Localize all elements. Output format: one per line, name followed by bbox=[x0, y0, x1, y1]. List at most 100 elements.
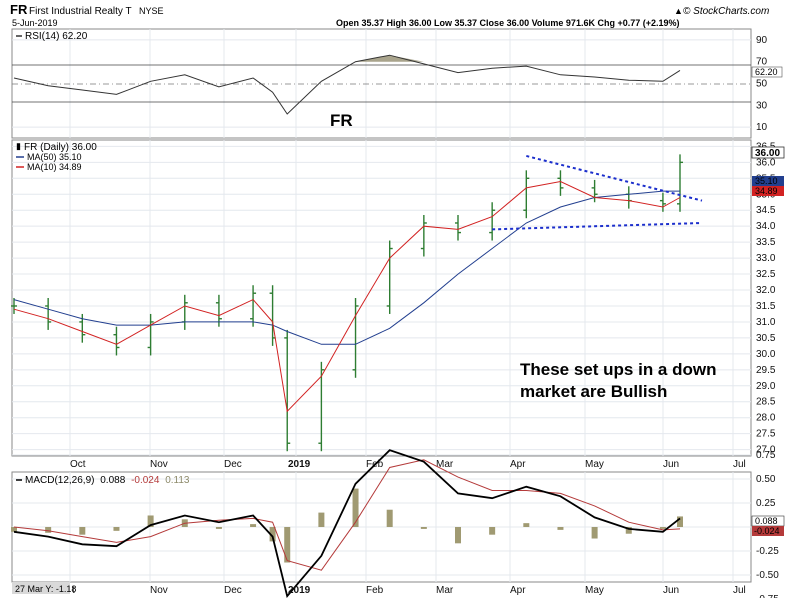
symbol-annotation: FR bbox=[330, 111, 353, 130]
macd-label: MACD(12,26,9) 0.088 -0.024 0.113 bbox=[25, 475, 190, 486]
rsi-tick-label: 30 bbox=[756, 100, 768, 111]
lower-trendline bbox=[492, 221, 703, 231]
price-bar bbox=[677, 154, 683, 212]
price-bar bbox=[284, 329, 291, 452]
macd-hist-bar bbox=[113, 527, 120, 531]
price-tick-label: 34.0 bbox=[756, 221, 776, 232]
quote-summary: Open 35.37 High 36.00 Low 35.37 Close 36… bbox=[336, 18, 680, 28]
macd-label-prefix: MACD(12,26,9) bbox=[25, 475, 94, 486]
macd-hist-bar bbox=[591, 527, 598, 539]
upper-trendline bbox=[526, 154, 703, 202]
price-bar bbox=[455, 215, 461, 241]
price-label: FR (Daily) 36.00 bbox=[24, 142, 97, 153]
up-arrow-icon: ▲ bbox=[674, 6, 683, 16]
macd-tick-label: 0.75 bbox=[756, 450, 776, 461]
last-price-badge: 36.00 bbox=[755, 148, 780, 159]
bottom-month-label-dec: Dec bbox=[224, 585, 242, 596]
price-bar bbox=[250, 285, 257, 327]
month-label-oct: Oct bbox=[70, 459, 86, 470]
macd-label-hist: 0.113 bbox=[165, 475, 190, 486]
macd-hist-bar bbox=[386, 509, 393, 527]
price-bar bbox=[557, 170, 564, 196]
rsi-tick-label: 10 bbox=[756, 122, 768, 133]
month-label-nov: Nov bbox=[150, 459, 168, 470]
bottom-month-label-2019: 2019 bbox=[288, 585, 311, 596]
rsi-line bbox=[13, 54, 681, 115]
price-tick-label: 30.0 bbox=[756, 349, 776, 360]
macd-tick-label: 0.50 bbox=[756, 474, 776, 485]
price-tick-label: 27.5 bbox=[756, 429, 776, 440]
month-label-jun: Jun bbox=[663, 459, 679, 470]
macd-histogram bbox=[11, 488, 683, 563]
rsi-value-badge-box bbox=[751, 66, 783, 78]
macd-hist-bar bbox=[79, 527, 86, 535]
macd-hist-bar bbox=[659, 527, 666, 529]
macd-hist-bar bbox=[352, 488, 359, 527]
price-tick-label: 30.5 bbox=[756, 333, 776, 344]
ma50-line bbox=[13, 190, 680, 345]
month-label-2019: 2019 bbox=[288, 459, 311, 470]
price-tick-label: 32.5 bbox=[756, 269, 776, 280]
price-bar bbox=[489, 202, 496, 241]
price-tick-label: 36.0 bbox=[756, 157, 776, 168]
macd-hist-bar bbox=[420, 527, 427, 529]
bottom-month-label-fragment: t bbox=[72, 585, 75, 596]
ma10-badge-box bbox=[752, 186, 784, 196]
price-bar bbox=[11, 298, 17, 314]
signal-badge-box bbox=[752, 526, 784, 536]
price-bar bbox=[659, 192, 666, 212]
macd-hist-bar bbox=[147, 515, 154, 527]
macd-tick-label: -0.50 bbox=[756, 570, 779, 581]
price-tick-label: 27.0 bbox=[756, 445, 776, 456]
macd-hist-bar bbox=[45, 527, 52, 533]
price-bar bbox=[420, 215, 427, 257]
price-legend-icon: ▮ bbox=[16, 141, 21, 151]
macd-label-signal: -0.024 bbox=[131, 475, 160, 486]
price-bar bbox=[113, 326, 120, 356]
price-bar bbox=[45, 298, 52, 330]
macd-hist-bar bbox=[489, 527, 496, 535]
footer-box bbox=[12, 582, 70, 594]
signal-badge: -0.024 bbox=[754, 526, 780, 536]
macd-hist-bar bbox=[11, 527, 17, 532]
macd-tick-label: 0.25 bbox=[756, 498, 776, 509]
price-bar bbox=[523, 170, 530, 219]
bottom-month-label-jul: Jul bbox=[733, 585, 746, 596]
macd-badge: 0.088 bbox=[755, 516, 778, 526]
macd-hist-bar bbox=[318, 512, 325, 527]
macd-hist-bar bbox=[625, 527, 632, 534]
ticker-symbol: FR bbox=[10, 2, 28, 17]
rsi-tick-label: 70 bbox=[756, 57, 768, 68]
ma10-badge: 34.89 bbox=[755, 186, 778, 196]
bottom-month-label-apr: Apr bbox=[510, 585, 526, 596]
bottom-month-label-mar: Mar bbox=[436, 585, 454, 596]
chart-date: 5-Jun-2019 bbox=[12, 18, 58, 28]
ma50-badge: 35.10 bbox=[755, 176, 778, 186]
rsi-panel bbox=[11, 28, 752, 139]
price-bar bbox=[386, 240, 393, 314]
price-panel bbox=[11, 139, 752, 457]
bottom-month-label-jun: Jun bbox=[663, 585, 679, 596]
month-label-jul: Jul bbox=[733, 459, 746, 470]
macd-label-value: 0.088 bbox=[100, 475, 125, 486]
price-tick-label: 28.0 bbox=[756, 413, 776, 424]
price-bars bbox=[11, 154, 683, 452]
macd-tick-label: -0.75 bbox=[756, 594, 779, 598]
price-bar bbox=[352, 298, 359, 378]
price-tick-label: 33.5 bbox=[756, 237, 776, 248]
rsi-tick-label: 50 bbox=[756, 79, 768, 90]
price-tick-label: 34.5 bbox=[756, 205, 776, 216]
ma50-label: MA(50) 35.10 bbox=[27, 152, 82, 162]
price-axis: 36.536.035.535.034.534.033.533.032.532.0… bbox=[12, 141, 776, 456]
price-tick-label: 32.0 bbox=[756, 285, 776, 296]
price-tick-label: 28.5 bbox=[756, 397, 776, 408]
price-tick-label: 31.0 bbox=[756, 317, 776, 328]
macd-line bbox=[13, 449, 681, 599]
bottom-month-label-may: May bbox=[585, 585, 604, 596]
macd-hist-bar bbox=[557, 527, 564, 530]
company-name: First Industrial Realty T bbox=[29, 6, 132, 17]
note-line-2: market are Bullish bbox=[520, 382, 667, 401]
month-label-mar: Mar bbox=[436, 459, 454, 470]
